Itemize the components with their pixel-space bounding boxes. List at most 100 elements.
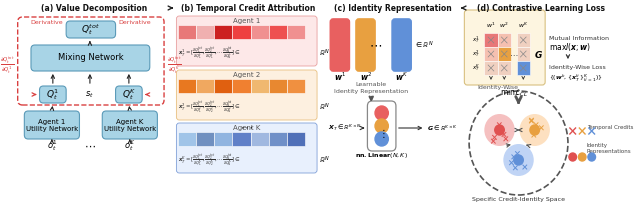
Text: (c) Identity Representation: (c) Identity Representation (333, 4, 451, 13)
Text: Mixing Network: Mixing Network (58, 54, 124, 62)
Bar (196, 79, 214, 93)
Bar (214, 25, 232, 39)
Bar (516, 33, 530, 47)
Text: $\boldsymbol{X}_T\in\mathbb{R}^{K\times N}$: $\boldsymbol{X}_T\in\mathbb{R}^{K\times … (328, 123, 362, 133)
Bar (250, 132, 269, 146)
Text: $\vdots$: $\vdots$ (378, 128, 385, 140)
Circle shape (579, 153, 586, 161)
Text: $\in\mathbb{R}^N$: $\in\mathbb{R}^N$ (414, 39, 434, 51)
Text: Temporal Credits: Temporal Credits (587, 126, 634, 130)
Text: $\mathbb{R}^N$: $\mathbb{R}^N$ (319, 101, 330, 113)
Circle shape (514, 155, 524, 165)
Text: $\cdots$: $\cdots$ (84, 141, 96, 151)
FancyBboxPatch shape (177, 16, 317, 66)
Text: $\min\mathcal{L}_{CL}$: $\min\mathcal{L}_{CL}$ (500, 87, 527, 99)
Text: $\frac{\partial Q_t^{tot}}{\partial Q_t^K}$: $\frac{\partial Q_t^{tot}}{\partial Q_t^… (167, 54, 182, 76)
Bar (232, 79, 250, 93)
Bar (484, 33, 498, 47)
Text: Derivative: Derivative (31, 21, 63, 25)
FancyBboxPatch shape (367, 101, 396, 151)
Circle shape (375, 106, 388, 120)
Circle shape (375, 119, 388, 133)
Text: Representations: Representations (587, 149, 632, 153)
Text: (d) Contrastive Learning Loss: (d) Contrastive Learning Loss (477, 4, 605, 13)
FancyBboxPatch shape (102, 111, 157, 139)
Text: Utility Network: Utility Network (26, 126, 78, 132)
Text: Agent K: Agent K (116, 119, 143, 125)
FancyBboxPatch shape (24, 111, 79, 139)
Text: $\boldsymbol{G}$: $\boldsymbol{G}$ (534, 48, 543, 60)
Text: $\boldsymbol{w}^2$: $\boldsymbol{w}^2$ (360, 71, 372, 83)
Bar (516, 47, 530, 61)
Text: $\cdots$: $\cdots$ (509, 50, 518, 58)
FancyBboxPatch shape (66, 21, 116, 38)
Text: $\mathbb{R}^N$: $\mathbb{R}^N$ (319, 47, 330, 59)
Bar (196, 25, 214, 39)
Circle shape (530, 125, 540, 135)
Circle shape (569, 153, 577, 161)
Bar (250, 79, 269, 93)
Text: $s_t$: $s_t$ (86, 89, 94, 100)
FancyBboxPatch shape (40, 86, 66, 103)
Text: $Q_t^{tot}$: $Q_t^{tot}$ (81, 22, 100, 37)
Bar (287, 79, 305, 93)
FancyBboxPatch shape (177, 123, 317, 173)
Text: Derivative: Derivative (118, 21, 151, 25)
Text: $x_T^1$: $x_T^1$ (472, 35, 481, 45)
Bar (287, 25, 305, 39)
Text: $\max I(\boldsymbol{x};\boldsymbol{w})$: $\max I(\boldsymbol{x};\boldsymbol{w})$ (549, 41, 591, 53)
FancyBboxPatch shape (330, 19, 349, 71)
Text: Agent K: Agent K (233, 125, 260, 131)
Text: Agent 2: Agent 2 (233, 72, 260, 78)
Text: Learnable: Learnable (356, 83, 387, 87)
Circle shape (588, 153, 595, 161)
FancyBboxPatch shape (356, 19, 375, 71)
Bar (179, 25, 196, 39)
Text: $\boldsymbol{x}_T^1=[\frac{\partial Q_1^{tot}}{\partial Q_1^1},\frac{\partial Q_: $\boldsymbol{x}_T^1=[\frac{\partial Q_1^… (179, 45, 241, 61)
Bar (250, 25, 269, 39)
Text: Utility Network: Utility Network (104, 126, 156, 132)
Text: $o_t^K$: $o_t^K$ (124, 138, 136, 153)
FancyBboxPatch shape (465, 10, 545, 85)
Text: $w^K$: $w^K$ (518, 20, 529, 30)
Text: Specific Credit-Identity Space: Specific Credit-Identity Space (472, 198, 565, 202)
Bar (214, 79, 232, 93)
Circle shape (484, 114, 515, 146)
Bar (484, 47, 498, 61)
Text: $\mathbb{R}^N$: $\mathbb{R}^N$ (319, 154, 330, 166)
Text: Identity: Identity (587, 142, 608, 147)
Bar (484, 61, 498, 75)
Text: $x_T^2$: $x_T^2$ (472, 49, 481, 59)
Text: $\boldsymbol{x}_T^K=[\frac{\partial Q_1^{tot}}{\partial Q_1^K},\frac{\partial Q_: $\boldsymbol{x}_T^K=[\frac{\partial Q_1^… (179, 152, 241, 168)
Bar (269, 132, 287, 146)
Text: $x_T^K$: $x_T^K$ (472, 63, 481, 73)
Text: (a) Value Decomposition: (a) Value Decomposition (40, 4, 147, 13)
Bar (498, 61, 511, 75)
Text: $\{(\boldsymbol{w}^k,\{\boldsymbol{x}_T^{k^\prime}\}_{k^\prime=1}^K)\}$: $\{(\boldsymbol{w}^k,\{\boldsymbol{x}_T^… (549, 72, 603, 84)
Text: Identity-Wise Loss: Identity-Wise Loss (549, 66, 605, 70)
Text: $\boldsymbol{w}^1$: $\boldsymbol{w}^1$ (334, 71, 346, 83)
FancyBboxPatch shape (116, 86, 142, 103)
Bar (269, 79, 287, 93)
FancyBboxPatch shape (177, 70, 317, 120)
Bar (214, 132, 232, 146)
Text: $w^2$: $w^2$ (499, 20, 509, 30)
Circle shape (520, 114, 550, 146)
Text: $Q_t^1$: $Q_t^1$ (46, 87, 60, 102)
Text: $w^1$: $w^1$ (486, 20, 496, 30)
Bar (179, 79, 196, 93)
Text: $Q_t^K$: $Q_t^K$ (122, 87, 136, 102)
Bar (196, 132, 214, 146)
Bar (498, 47, 511, 61)
Text: $\frac{\partial Q_t^{tot}}{\partial Q_t^1}$: $\frac{\partial Q_t^{tot}}{\partial Q_t^… (0, 54, 15, 76)
FancyBboxPatch shape (392, 19, 411, 71)
Circle shape (503, 144, 534, 176)
Text: Agent 1: Agent 1 (233, 18, 260, 24)
Text: Identity Representation: Identity Representation (334, 89, 408, 93)
Bar (179, 132, 196, 146)
Text: $\mathbf{nn.Linear}(N,K)$: $\mathbf{nn.Linear}(N,K)$ (355, 151, 408, 159)
Circle shape (375, 132, 388, 146)
Text: $\boldsymbol{x}_T^2=[\frac{\partial Q_1^{tot}}{\partial Q_1^2},\frac{\partial Q_: $\boldsymbol{x}_T^2=[\frac{\partial Q_1^… (179, 99, 241, 115)
Circle shape (495, 125, 504, 135)
Text: $\boldsymbol{w}^K$: $\boldsymbol{w}^K$ (395, 71, 408, 83)
